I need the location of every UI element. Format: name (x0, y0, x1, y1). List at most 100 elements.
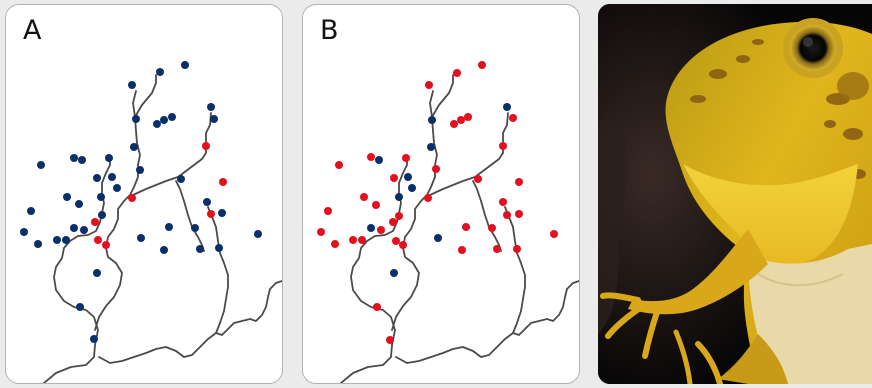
site-marker-blue (93, 269, 101, 277)
site-marker-red (202, 142, 210, 150)
site-marker-blue (137, 234, 145, 242)
frog-icon (598, 4, 872, 384)
site-marker-blue (165, 223, 173, 231)
site-marker-red (402, 154, 410, 162)
panel-label-b: B (320, 15, 339, 46)
site-marker-red (372, 201, 380, 209)
site-marker-red (453, 69, 461, 77)
site-marker-red (386, 336, 394, 344)
site-marker-blue (97, 193, 105, 201)
site-marker-blue (80, 226, 88, 234)
site-marker-red (335, 161, 343, 169)
stream-map-b (317, 61, 579, 383)
site-marker-blue (20, 228, 28, 236)
site-marker-red (219, 178, 227, 186)
site-marker-red (515, 178, 523, 186)
site-marker-blue (78, 156, 86, 164)
site-marker-blue (207, 103, 215, 111)
site-marker-blue (27, 207, 35, 215)
panel-b: B (302, 4, 580, 384)
site-marker-red (389, 218, 397, 226)
site-marker-blue (63, 193, 71, 201)
site-marker-blue (132, 115, 140, 123)
site-marker-blue (90, 335, 98, 343)
site-marker-blue (177, 175, 185, 183)
site-marker-blue (105, 154, 113, 162)
site-marker-blue (181, 61, 189, 69)
site-marker-red (513, 245, 521, 253)
site-marker-blue (108, 173, 116, 181)
site-marker-blue (160, 116, 168, 124)
site-marker-blue (375, 156, 383, 164)
site-marker-blue (218, 209, 226, 217)
site-marker-blue (395, 193, 403, 201)
site-marker-blue (160, 246, 168, 254)
site-marker-blue (390, 269, 398, 277)
site-marker-blue (34, 240, 42, 248)
site-marker-blue (130, 143, 138, 151)
site-marker-red (331, 240, 339, 248)
stream-network-b (340, 74, 579, 383)
site-marker-red (392, 237, 400, 245)
site-marker-red (457, 116, 465, 124)
site-marker-blue (427, 143, 435, 151)
sites-b (317, 61, 558, 344)
site-marker-red (509, 114, 517, 122)
site-marker-red (499, 142, 507, 150)
site-marker-red (458, 246, 466, 254)
site-marker-red (493, 245, 501, 253)
site-marker-red (399, 241, 407, 249)
site-marker-blue (404, 173, 412, 181)
site-marker-blue (93, 174, 101, 182)
site-marker-blue (203, 198, 211, 206)
site-marker-blue (75, 200, 83, 208)
site-marker-blue (70, 224, 78, 232)
site-marker-blue (191, 224, 199, 232)
site-marker-red (432, 165, 440, 173)
site-marker-blue (113, 184, 121, 192)
site-marker-blue (428, 116, 436, 124)
site-marker-red (91, 218, 99, 226)
site-marker-red (503, 211, 511, 219)
site-marker-blue (98, 211, 106, 219)
panel-a: A (5, 4, 283, 384)
site-marker-blue (196, 245, 204, 253)
site-marker-blue (136, 166, 144, 174)
site-marker-red (377, 226, 385, 234)
site-marker-red (373, 303, 381, 311)
site-marker-red (367, 153, 375, 161)
site-marker-red (207, 210, 215, 218)
site-marker-red (349, 236, 357, 244)
site-marker-red (424, 194, 432, 202)
sites-a (20, 61, 262, 343)
site-marker-blue (76, 303, 84, 311)
site-marker-blue (168, 113, 176, 121)
site-marker-blue (367, 224, 375, 232)
site-marker-red (478, 61, 486, 69)
panel-label-a: A (23, 15, 42, 46)
site-marker-blue (503, 103, 511, 111)
site-marker-red (550, 230, 558, 238)
site-marker-red (360, 193, 368, 201)
stream-map-a (20, 61, 282, 383)
site-marker-red (499, 198, 507, 206)
site-marker-blue (254, 230, 262, 238)
site-marker-red (450, 120, 458, 128)
site-marker-red (102, 241, 110, 249)
site-marker-red (474, 175, 482, 183)
site-marker-red (515, 210, 523, 218)
site-marker-blue (128, 81, 136, 89)
site-marker-blue (70, 154, 78, 162)
site-marker-blue (408, 184, 416, 192)
site-marker-red (425, 81, 433, 89)
site-marker-red (324, 207, 332, 215)
site-marker-red (128, 194, 136, 202)
site-marker-red (462, 223, 470, 231)
frog-photo (598, 4, 872, 384)
site-marker-red (390, 174, 398, 182)
site-marker-blue (62, 236, 70, 244)
site-marker-red (464, 113, 472, 121)
site-marker-blue (215, 244, 223, 252)
site-marker-blue (210, 115, 218, 123)
site-marker-red (94, 236, 102, 244)
